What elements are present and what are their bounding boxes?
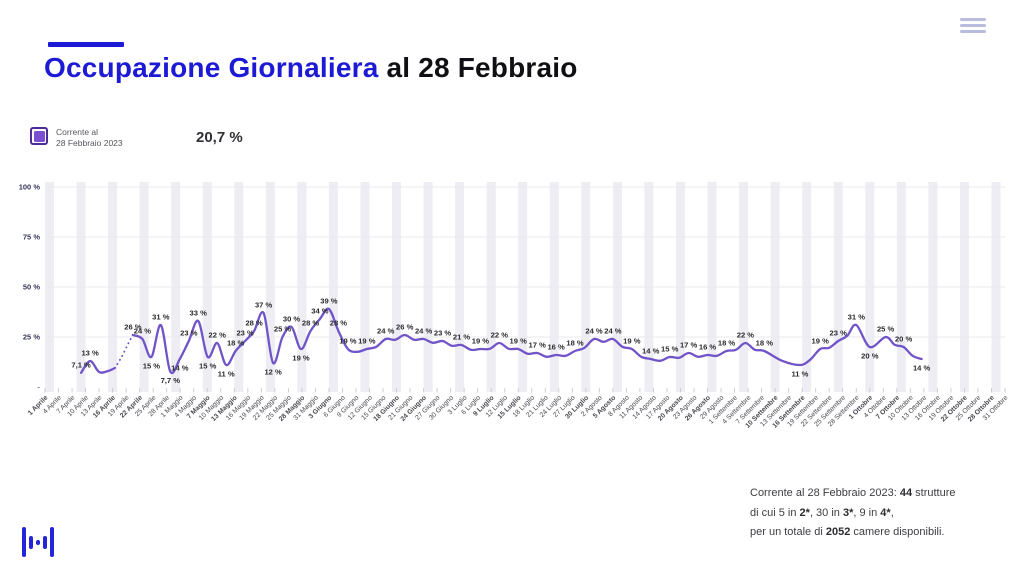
svg-text:37 %: 37 % — [255, 301, 273, 310]
svg-text:17 %: 17 % — [529, 341, 547, 350]
svg-text:23 %: 23 % — [180, 329, 198, 338]
svg-text:7,7 %: 7,7 % — [161, 376, 181, 385]
equalizer-logo-icon — [22, 522, 54, 562]
page-title-highlight: Occupazione Giornaliera — [44, 52, 379, 83]
svg-text:16 %: 16 % — [699, 343, 717, 352]
legend-label-line1: Corrente al — [56, 127, 99, 137]
svg-text:17 %: 17 % — [680, 341, 698, 350]
svg-text:21 %: 21 % — [453, 333, 471, 342]
hamburger-icon[interactable] — [960, 18, 986, 36]
svg-text:20 %: 20 % — [861, 352, 879, 361]
svg-text:28 %: 28 % — [245, 319, 263, 328]
page-title-rest: al 28 Febbraio — [378, 52, 578, 83]
svg-text:50 %: 50 % — [23, 283, 40, 292]
svg-text:75 %: 75 % — [23, 233, 40, 242]
svg-text:11 %: 11 % — [218, 370, 235, 379]
svg-text:26 %: 26 % — [396, 323, 414, 332]
svg-text:18 %: 18 % — [227, 339, 245, 348]
svg-text:25 %: 25 % — [274, 325, 292, 334]
hamburger-line — [960, 30, 986, 33]
svg-text:14 %: 14 % — [171, 364, 189, 373]
svg-text:22 %: 22 % — [737, 331, 755, 340]
svg-text:34 %: 34 % — [311, 307, 329, 316]
svg-text:23 %: 23 % — [830, 329, 848, 338]
title-accent-dash — [48, 42, 124, 47]
svg-text:19 %: 19 % — [292, 354, 310, 363]
svg-text:15 %: 15 % — [661, 345, 679, 354]
svg-text:23 %: 23 % — [236, 329, 254, 338]
svg-text:19 %: 19 % — [472, 337, 490, 346]
footer-line: di cui 5 in 2*, 30 in 3*, 9 in 4*, — [750, 506, 894, 519]
hamburger-line — [960, 24, 986, 27]
svg-text:31 %: 31 % — [152, 313, 170, 322]
footer-line: per un totale di 2052 camere disponibili… — [750, 526, 945, 538]
legend-value: 20,7 % — [196, 129, 243, 146]
svg-text:26 %: 26 % — [124, 323, 142, 332]
svg-text:18 %: 18 % — [756, 339, 774, 348]
svg-text:19 %: 19 % — [339, 337, 357, 346]
svg-text:30 %: 30 % — [283, 315, 301, 324]
hamburger-line — [960, 18, 986, 21]
svg-text:24 %: 24 % — [415, 327, 433, 336]
chart-legend[interactable]: Corrente al 28 Febbraio 2023 — [30, 127, 123, 148]
page-title: Occupazione Giornaliera al 28 Febbraio — [44, 52, 578, 84]
svg-text:16 %: 16 % — [547, 343, 565, 352]
svg-text:24 %: 24 % — [134, 327, 152, 336]
svg-text:19 %: 19 % — [510, 337, 528, 346]
svg-text:20 %: 20 % — [895, 335, 913, 344]
svg-text:15 %: 15 % — [143, 362, 161, 371]
svg-text:24 %: 24 % — [604, 327, 622, 336]
svg-text:19 %: 19 % — [358, 337, 376, 346]
svg-text:25 %: 25 % — [23, 333, 40, 342]
svg-text:15 %: 15 % — [199, 362, 217, 371]
svg-text:24 %: 24 % — [585, 327, 603, 336]
svg-text:18 %: 18 % — [718, 339, 736, 348]
svg-text:14 %: 14 % — [913, 364, 931, 373]
svg-text:12 %: 12 % — [264, 368, 282, 377]
footer-line: Corrente al 28 Febbraio 2023: 44 struttu… — [750, 487, 956, 499]
svg-text:13 %: 13 % — [81, 349, 99, 358]
svg-text:18 %: 18 % — [566, 339, 584, 348]
legend-label: Corrente al 28 Febbraio 2023 — [56, 127, 123, 148]
svg-text:14 %: 14 % — [642, 347, 660, 356]
svg-text:31 %: 31 % — [848, 313, 866, 322]
svg-text:7,1 %: 7,1 % — [71, 360, 91, 369]
svg-text:28 %: 28 % — [302, 319, 320, 328]
svg-text:19 %: 19 % — [623, 337, 641, 346]
svg-text:100 %: 100 % — [19, 183, 41, 192]
series-swatch-icon — [30, 127, 48, 145]
svg-text:-: - — [37, 383, 40, 392]
svg-text:25 %: 25 % — [877, 325, 895, 334]
svg-text:33 %: 33 % — [190, 309, 208, 318]
svg-text:22 %: 22 % — [491, 331, 509, 340]
svg-text:22 %: 22 % — [209, 331, 227, 340]
footer-note: Corrente al 28 Febbraio 2023: 44 struttu… — [750, 484, 955, 543]
svg-text:24 %: 24 % — [377, 327, 395, 336]
svg-text:19 %: 19 % — [812, 337, 830, 346]
svg-text:23 %: 23 % — [434, 329, 452, 338]
svg-text:11 %: 11 % — [791, 370, 808, 379]
legend-label-line2: 28 Febbraio 2023 — [56, 137, 123, 148]
svg-text:28 %: 28 % — [330, 319, 348, 328]
svg-text:39 %: 39 % — [320, 297, 338, 306]
